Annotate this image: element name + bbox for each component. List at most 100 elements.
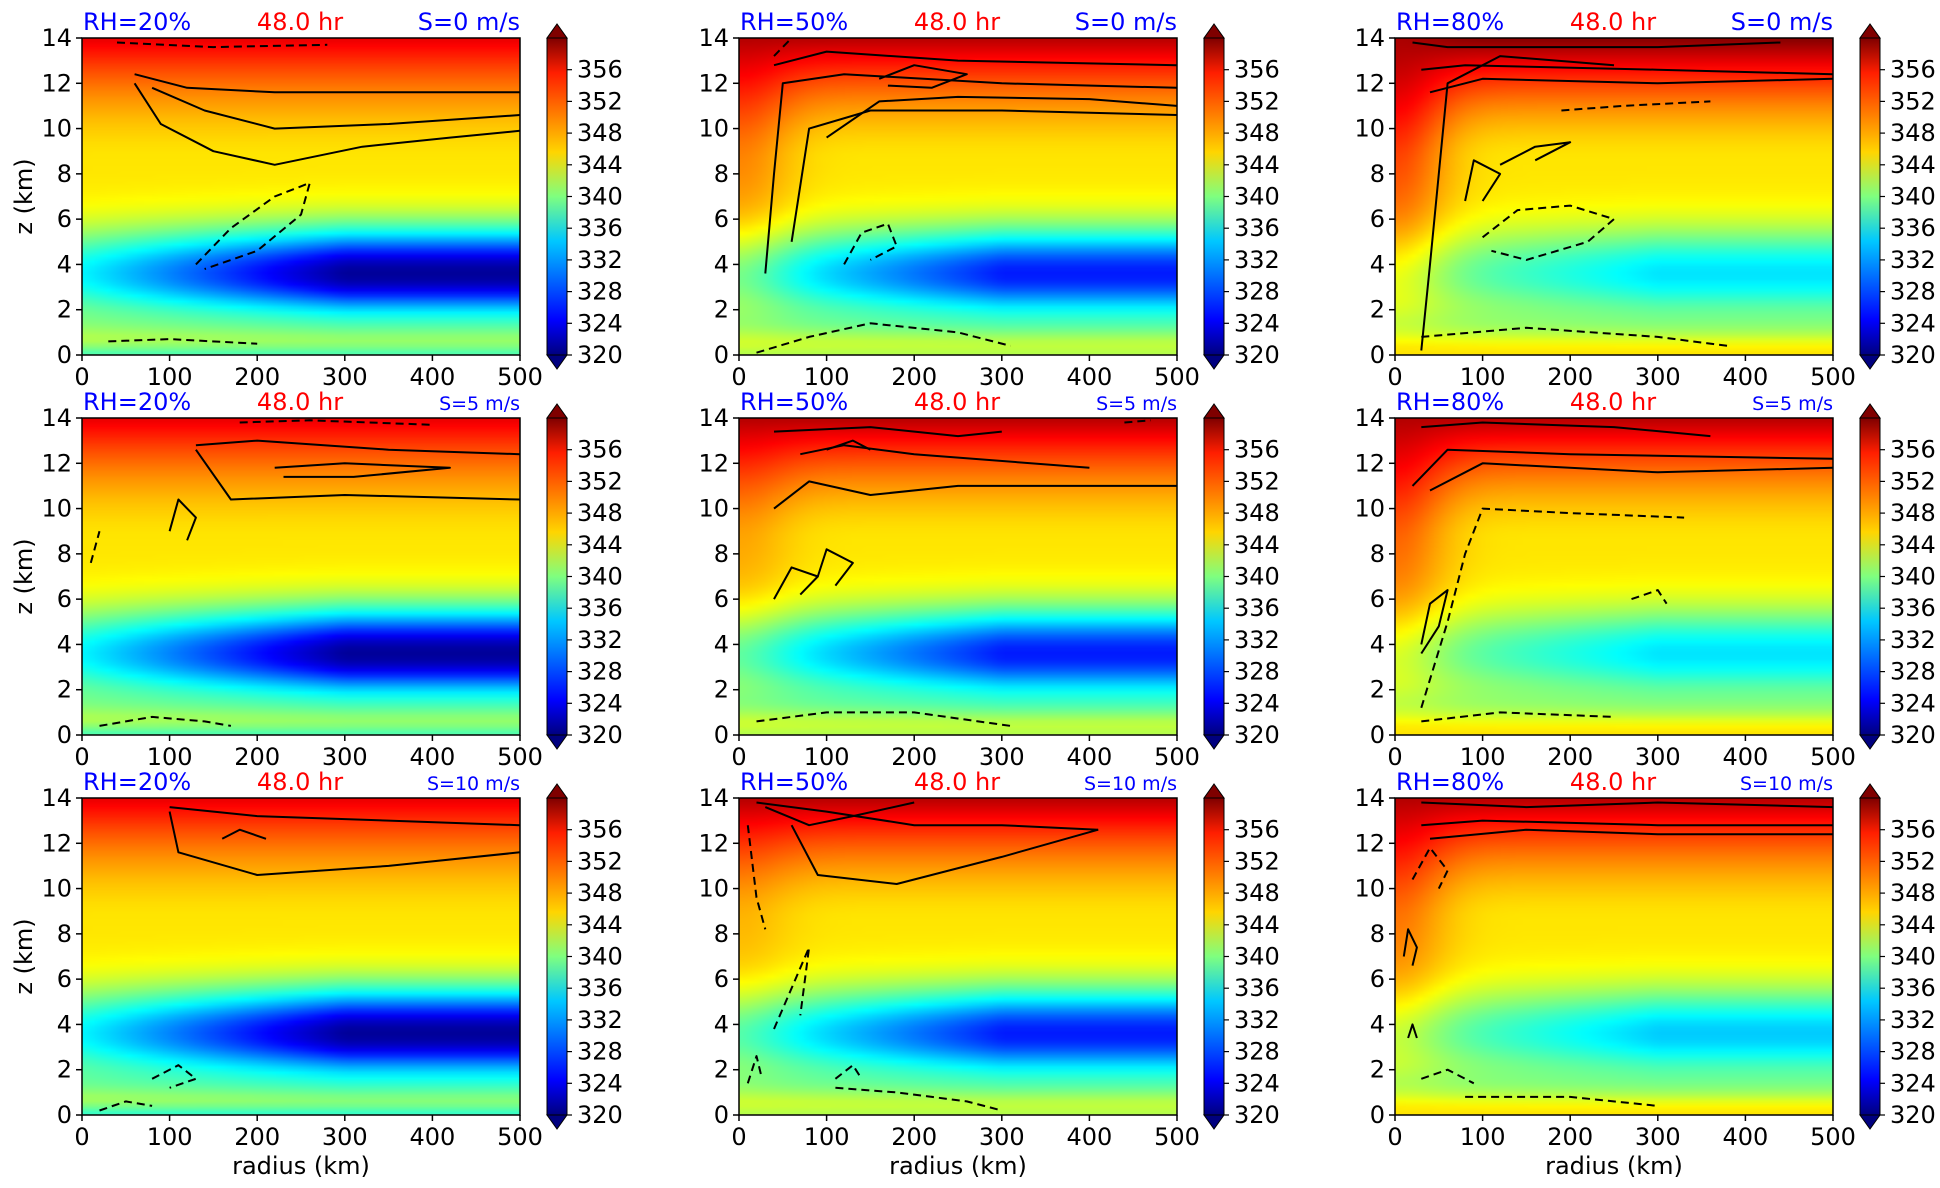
x-tick-label: 300 bbox=[322, 1123, 368, 1151]
colorbar-tick-label: 344 bbox=[577, 151, 623, 179]
time-title: 48.0 hr bbox=[914, 8, 1000, 36]
x-tick-label: 200 bbox=[234, 1123, 280, 1151]
x-tick-label: 400 bbox=[409, 1123, 455, 1151]
dashed-contour-6 bbox=[108, 338, 258, 345]
colorbar-tick-label: 336 bbox=[1234, 594, 1280, 622]
x-tick-label: 500 bbox=[1154, 1123, 1200, 1151]
colorbar-tick-label: 320 bbox=[1234, 1101, 1280, 1129]
colorbar-tick-label: 356 bbox=[1234, 56, 1280, 84]
colorbar-tick-label: 324 bbox=[577, 1069, 623, 1097]
y-tick-label: 10 bbox=[1354, 875, 1385, 903]
dashed-contour-5 bbox=[1420, 507, 1685, 709]
y-tick-label: 12 bbox=[41, 449, 72, 477]
colorbar-extend-min bbox=[1203, 1114, 1225, 1130]
y-tick-label: 6 bbox=[1370, 585, 1385, 613]
colorbar-tick-label: 328 bbox=[577, 658, 623, 686]
colorbar-tick-label: 340 bbox=[577, 183, 623, 211]
colorbar-tick-label: 328 bbox=[577, 278, 623, 306]
y-tick-label: 0 bbox=[1370, 341, 1385, 369]
colorbar-tick-label: 348 bbox=[577, 879, 623, 907]
colorbar-tick-label: 324 bbox=[1234, 309, 1280, 337]
y-tick-label: 8 bbox=[1370, 920, 1385, 948]
solid-contour-5 bbox=[1464, 159, 1502, 202]
dashed-contour-6 bbox=[1411, 846, 1449, 890]
dashed-contour-7 bbox=[1481, 204, 1615, 261]
solid-contour-3 bbox=[151, 86, 520, 130]
x-tick-label: 100 bbox=[147, 743, 193, 771]
dashed-contour-8 bbox=[1561, 100, 1711, 112]
x-tick-label: 500 bbox=[1810, 743, 1856, 771]
colorbar-tick-label: 348 bbox=[1890, 879, 1936, 907]
colorbar-tick-label: 344 bbox=[1890, 151, 1936, 179]
x-tick-label: 300 bbox=[1635, 743, 1681, 771]
colorbar: 356 352 348 344 340 336 332 328 324 320 bbox=[1203, 23, 1280, 370]
colorbar-tick-label: 332 bbox=[577, 626, 623, 654]
colorbar-tick-label: 352 bbox=[577, 87, 623, 115]
x-tick-label: 300 bbox=[979, 1123, 1025, 1151]
colorbar-extend-max bbox=[546, 783, 568, 799]
rh-title: RH=20% bbox=[83, 8, 191, 36]
x-tick-label: 100 bbox=[1460, 1123, 1506, 1151]
colorbar: 356 352 348 344 340 336 332 328 324 320 bbox=[1203, 783, 1280, 1130]
solid-contour-3 bbox=[1429, 77, 1833, 94]
y-axis-label: z (km) bbox=[10, 538, 38, 614]
y-tick-label: 6 bbox=[1370, 965, 1385, 993]
x-tick-label: 100 bbox=[1460, 743, 1506, 771]
colorbar-tick-label: 352 bbox=[577, 847, 623, 875]
colorbar-tick-label: 356 bbox=[1234, 436, 1280, 464]
x-tick-label: 500 bbox=[1154, 363, 1200, 391]
axes-frame bbox=[738, 797, 1178, 1116]
y-tick-label: 0 bbox=[714, 341, 729, 369]
colorbar-tick-label: 320 bbox=[577, 1101, 623, 1129]
y-tick-label: 14 bbox=[41, 404, 72, 432]
y-tick-label: 0 bbox=[1370, 721, 1385, 749]
colorbar-tick-label: 340 bbox=[1890, 563, 1936, 591]
solid-contour-1 bbox=[1412, 41, 1781, 49]
colorbar-gradient bbox=[1203, 417, 1225, 736]
y-tick-label: 14 bbox=[41, 784, 72, 812]
contour-group bbox=[756, 419, 1177, 727]
panel-3: 0 100 200 300 400 500 0 2 4 6 8 10 12 14 RH=80% 48.0 hr… bbox=[1354, 8, 1935, 391]
x-tick-label: 200 bbox=[891, 363, 937, 391]
y-tick-label: 4 bbox=[714, 1010, 729, 1038]
y-tick-label: 14 bbox=[698, 784, 729, 812]
colorbar-tick-label: 348 bbox=[1234, 499, 1280, 527]
colorbar-extend-max bbox=[1859, 783, 1881, 799]
colorbar-tick-label: 320 bbox=[1890, 341, 1936, 369]
y-tick-label: 0 bbox=[714, 1101, 729, 1129]
x-tick-label: 400 bbox=[1066, 1123, 1112, 1151]
solid-contour-2 bbox=[1421, 64, 1833, 76]
shear-title: S=10 m/s bbox=[427, 773, 520, 795]
solid-contour-3 bbox=[221, 828, 267, 840]
colorbar-tick-label: 348 bbox=[1234, 119, 1280, 147]
y-tick-label: 4 bbox=[1370, 1010, 1385, 1038]
panel-7: 0 100 200 300 400 500 0 2 4 6 8 10 12 14 RH=20% 48.0 hr… bbox=[10, 768, 623, 1180]
colorbar-tick-label: 344 bbox=[1234, 911, 1280, 939]
time-title: 48.0 hr bbox=[257, 388, 343, 416]
colorbar-tick-label: 324 bbox=[1234, 1069, 1280, 1097]
colorbar-tick-label: 332 bbox=[577, 1006, 623, 1034]
y-tick-label: 14 bbox=[698, 24, 729, 52]
colorbar-tick-label: 356 bbox=[1234, 816, 1280, 844]
panel-6: 0 100 200 300 400 500 0 2 4 6 8 10 12 14 RH=80% 48.0 hr… bbox=[1354, 388, 1935, 771]
dashed-contour-4 bbox=[746, 825, 767, 930]
colorbar-tick-label: 336 bbox=[577, 594, 623, 622]
rh-title: RH=80% bbox=[1396, 8, 1504, 36]
solid-contour-4 bbox=[168, 498, 197, 541]
colorbar-gradient bbox=[1859, 797, 1881, 1116]
colorbar-extend-min bbox=[1203, 354, 1225, 370]
dashed-contour-4 bbox=[116, 41, 328, 49]
dashed-contour-7 bbox=[834, 1064, 863, 1080]
colorbar-tick-label: 352 bbox=[1890, 87, 1936, 115]
time-title: 48.0 hr bbox=[914, 388, 1000, 416]
shear-title: S=0 m/s bbox=[418, 8, 520, 36]
solid-contour-2 bbox=[168, 811, 520, 876]
y-tick-label: 8 bbox=[714, 540, 729, 568]
colorbar-tick-label: 320 bbox=[1234, 721, 1280, 749]
contour-group bbox=[1402, 801, 1833, 1107]
colorbar-extend-min bbox=[546, 734, 568, 750]
colorbar-tick-label: 328 bbox=[1234, 1038, 1280, 1066]
y-tick-label: 6 bbox=[714, 965, 729, 993]
y-tick-label: 12 bbox=[698, 829, 729, 857]
